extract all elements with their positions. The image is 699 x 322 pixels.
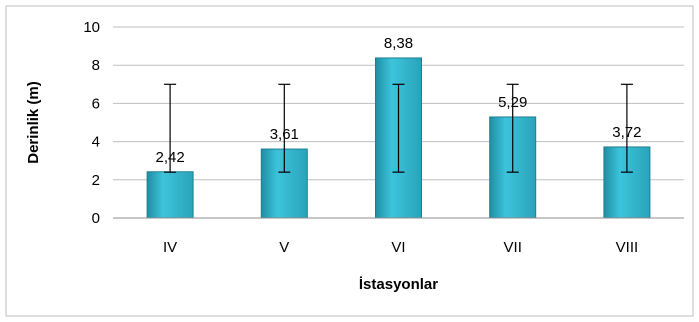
- x-tick-label: IV: [163, 239, 177, 256]
- y-tick-label: 4: [92, 134, 100, 151]
- y-tick-label: 6: [92, 95, 100, 112]
- x-tick-label: VI: [391, 239, 405, 256]
- x-tick-label: V: [279, 239, 289, 256]
- data-label: 8,38: [384, 35, 413, 52]
- y-axis-ticks: 0 2 4 6 8 10: [83, 19, 100, 227]
- bar-iv: [146, 171, 194, 219]
- y-tick-label: 2: [92, 172, 100, 189]
- data-label: 2,42: [155, 149, 184, 166]
- data-labels: 2,42 3,61 8,38 5,29 3,72: [155, 35, 641, 166]
- data-label: 5,29: [498, 94, 527, 111]
- x-tick-label: VII: [504, 239, 522, 256]
- data-label: 3,61: [270, 126, 299, 143]
- y-tick-label: 0: [92, 210, 100, 227]
- y-tick-label: 10: [83, 19, 100, 36]
- error-bars: [164, 83, 633, 173]
- y-tick-label: 8: [92, 57, 100, 74]
- x-axis-ticks: IV V VI VII VIII: [163, 239, 638, 256]
- y-axis-title: Derinlik (m): [25, 81, 42, 164]
- x-tick-label: VIII: [616, 239, 639, 256]
- x-axis-title: İstasyonlar: [359, 276, 438, 293]
- data-label: 3,72: [612, 124, 641, 141]
- chart-frame: [5, 5, 694, 317]
